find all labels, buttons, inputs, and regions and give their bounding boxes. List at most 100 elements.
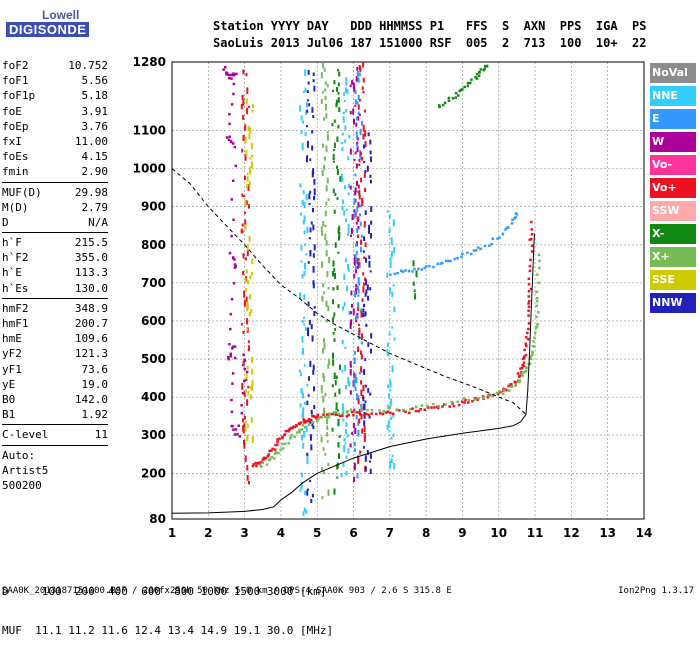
echo-dot [301, 424, 305, 427]
echo-dot [300, 387, 303, 394]
echo-dot [357, 258, 360, 261]
echo-dot [301, 142, 304, 150]
echo-dot [325, 240, 328, 246]
echo-dot [331, 427, 334, 432]
echo-dot [304, 132, 307, 137]
y-tick-label: 1000 [133, 162, 166, 176]
echo-dot [304, 420, 308, 423]
echo-dot [538, 259, 541, 263]
echo-dot [273, 457, 276, 460]
echo-dot [519, 367, 522, 370]
echo-dot [306, 140, 309, 148]
echo-dot [477, 74, 481, 78]
echo-dot [360, 366, 363, 372]
echo-dot [360, 380, 363, 385]
echo-dot [353, 381, 356, 388]
echo-dot [386, 349, 389, 354]
echo-dot [382, 409, 385, 413]
echo-dot [425, 265, 428, 268]
echo-dot [227, 355, 230, 359]
echo-dot [466, 81, 470, 85]
echo-dot [350, 410, 354, 414]
echo-dot [307, 69, 310, 75]
param-name: fxI [2, 134, 22, 148]
legend-item-x-: X+ [650, 247, 696, 267]
echo-dot [447, 259, 450, 263]
echo-dot [349, 390, 352, 395]
echo-dot [326, 131, 329, 134]
param-row: h`F2 355.0 [2, 250, 108, 265]
echo-dot [537, 253, 541, 257]
echo-dot [356, 146, 359, 153]
echo-dot [245, 98, 248, 105]
param-row: fmin 2.90 [2, 164, 108, 179]
version-label: Ion2Png 1.3.17 [618, 586, 694, 596]
echo-dot [345, 455, 348, 459]
legend-item-w: W [650, 132, 696, 152]
echo-dot [332, 287, 335, 291]
echo-dot [336, 165, 339, 169]
echo-dot [436, 262, 439, 266]
echo-dot [268, 449, 271, 453]
echo-dot [363, 303, 366, 308]
echo-dot [369, 270, 372, 273]
echo-dot [317, 417, 320, 420]
echo-dot [299, 489, 302, 492]
echo-dot [325, 319, 328, 323]
echo-dot [232, 428, 235, 431]
echo-dot [250, 384, 253, 391]
echo-dot [240, 228, 243, 234]
echo-dot [366, 284, 369, 291]
echo-dot [537, 281, 541, 285]
echo-dot [336, 168, 339, 175]
echo-dot [333, 272, 336, 279]
echo-dot [356, 234, 359, 238]
echo-dot [320, 416, 323, 419]
echo-dot [457, 403, 461, 407]
echo-dot [528, 269, 532, 273]
echo-dot [502, 388, 506, 392]
echo-dot [362, 286, 365, 293]
echo-dot [391, 412, 395, 416]
echo-dot [370, 408, 374, 412]
muf-frequency-row: MUF 11.1 11.2 11.6 12.4 13.4 14.9 19.1 3… [2, 624, 334, 637]
echo-dot [527, 327, 530, 331]
echo-dot [518, 379, 522, 382]
echo-dot [470, 78, 473, 81]
echo-dot [358, 213, 361, 217]
echo-dot [242, 363, 245, 367]
param-name: hmF1 [2, 317, 29, 330]
echo-dot [353, 273, 356, 279]
echo-dot [231, 256, 235, 260]
echo-dot [359, 151, 362, 156]
echo-dot [299, 292, 302, 298]
echo-dot [302, 511, 305, 516]
echo-dot [336, 136, 339, 143]
echo-dot [357, 94, 360, 100]
param-name: foE [2, 104, 22, 118]
echo-dot [332, 352, 335, 359]
echo-dot [456, 256, 459, 260]
echo-dot [321, 261, 324, 269]
echo-dot [472, 249, 476, 252]
echo-dot [246, 183, 249, 189]
echo-dot [234, 428, 238, 431]
echo-dot [303, 419, 307, 422]
echo-dot [478, 70, 481, 74]
echo-dot [325, 250, 328, 257]
param-row: foF1 5.56 [2, 73, 108, 88]
echo-dot [513, 380, 517, 384]
echo-dot [364, 210, 367, 215]
plot-frame [171, 61, 645, 520]
echo-dot [346, 89, 349, 95]
echo-dot [527, 295, 530, 298]
echo-dot [303, 323, 306, 326]
echo-dot [364, 187, 367, 193]
echo-dot [520, 371, 523, 374]
echo-dot [305, 102, 308, 108]
echo-dot [393, 462, 396, 470]
echo-dot [381, 412, 385, 416]
echo-dot [379, 412, 382, 415]
echo-dot [302, 316, 305, 320]
echo-dot [384, 411, 388, 414]
